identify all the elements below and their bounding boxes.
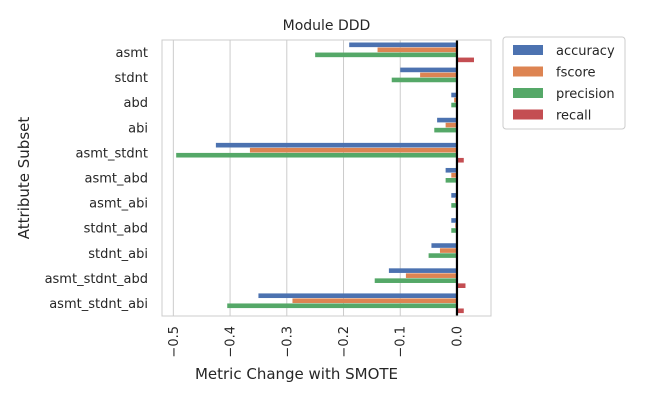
legend: accuracy fscore precision recall <box>502 36 626 130</box>
bar-accuracy-stdnt <box>400 67 457 73</box>
bars <box>176 42 474 314</box>
bar-precision-asmt-abd <box>445 178 457 183</box>
x-tick-label: −0.5 <box>167 326 182 358</box>
bar-fscore-asmt-stdnt <box>249 147 457 153</box>
bar-fscore-asmt-stdnt-abi <box>292 298 457 304</box>
y-tick-label: stdnt_abd <box>84 222 148 237</box>
bar-recall-asmt <box>456 57 474 63</box>
bar-accuracy-abi <box>437 117 457 123</box>
bar-accuracy-abd <box>451 92 457 98</box>
y-tick-label: abi <box>128 121 148 136</box>
bar-accuracy-asmt-abi <box>451 193 457 198</box>
y-axis-label: Attribute Subset <box>15 117 33 240</box>
x-tick-label: 0.0 <box>450 326 465 347</box>
y-tick-label: asmt_abi <box>89 197 148 212</box>
bar-precision-asmt-abi <box>451 203 457 208</box>
bar-accuracy-asmt <box>349 42 457 48</box>
plot-frame <box>161 39 492 317</box>
x-axis-label: Metric Change with SMOTE <box>195 365 398 383</box>
bar-accuracy-asmt-stdnt-abd <box>388 268 457 273</box>
legend-label-fscore: fscore <box>556 66 596 81</box>
bar-recall-asmt-stdnt-abi <box>456 308 464 314</box>
bar-precision-stdnt-abd <box>451 228 457 233</box>
x-tick-label: −0.4 <box>224 326 239 358</box>
bar-fscore-stdnt-abi <box>439 248 457 253</box>
y-tick-label: asmt_stdnt_abi <box>49 297 148 312</box>
legend-swatch-accuracy <box>513 45 543 55</box>
y-tick-label: asmt_stdnt <box>76 146 148 161</box>
bar-fscore-stdnt <box>420 72 457 78</box>
legend-swatch-fscore <box>513 66 543 77</box>
bar-accuracy-stdnt-abi <box>431 243 457 248</box>
y-tick-label: abd <box>124 96 148 111</box>
bar-precision-abi <box>434 127 457 133</box>
bar-fscore-asmt-abd <box>451 172 457 178</box>
y-tick-label: asmt_abd <box>85 172 148 187</box>
x-tick-label: −0.2 <box>337 326 352 358</box>
bar-precision-stdnt-abi <box>428 253 457 258</box>
x-tick-label: −0.1 <box>394 326 409 358</box>
bar-precision-asmt <box>315 52 457 58</box>
bar-fscore-abi <box>445 122 457 128</box>
bar-recall-asmt-stdnt-abd <box>456 283 466 288</box>
bar-fscore-abd <box>454 97 457 103</box>
legend-label-accuracy: accuracy <box>556 44 615 59</box>
bar-precision-abd <box>451 102 457 108</box>
legend-frame <box>502 36 626 130</box>
bar-precision-asmt-stdnt <box>176 152 457 158</box>
x-axis-ticks: −0.5 −0.4 −0.3 −0.2 −0.1 0.0 <box>167 326 466 358</box>
bar-accuracy-asmt-stdnt-abi <box>258 293 457 299</box>
y-tick-label: stdnt <box>115 71 148 86</box>
y-tick-label: stdnt_abi <box>88 247 148 262</box>
bar-accuracy-asmt-stdnt <box>215 142 457 148</box>
y-axis-ticks: asmt stdnt abd abi asmt_stdnt asmt_abd asmt_ab… <box>45 46 148 312</box>
legend-swatch-precision <box>513 88 543 98</box>
legend-swatch-recall <box>513 109 543 120</box>
bar-precision-asmt-stdnt-abd <box>374 278 457 283</box>
bar-fscore-asmt <box>377 47 457 53</box>
bar-precision-asmt-stdnt-abi <box>227 303 457 309</box>
bar-accuracy-stdnt-abd <box>451 218 457 223</box>
bar-fscore-asmt-stdnt-abd <box>405 273 457 278</box>
x-tick-label: −0.3 <box>280 326 295 358</box>
y-tick-label: asmt <box>116 46 149 61</box>
legend-label-precision: precision <box>556 87 615 102</box>
legend-label-recall: recall <box>556 109 591 124</box>
bar-precision-stdnt <box>391 77 457 83</box>
y-tick-label: asmt_stdnt_abd <box>45 272 148 287</box>
chart-title: Module DDD <box>283 18 371 34</box>
bar-accuracy-asmt-abd <box>445 167 457 173</box>
bar-recall-asmt-stdnt <box>456 157 464 163</box>
